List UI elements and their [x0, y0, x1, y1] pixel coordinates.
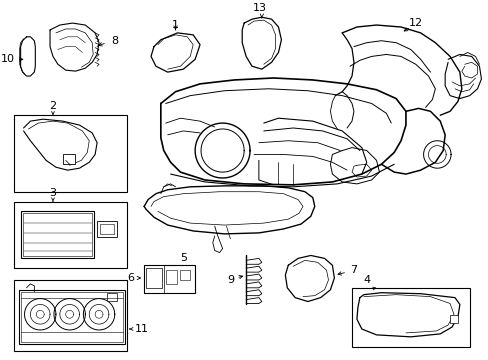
Text: 3: 3 — [49, 188, 56, 198]
Bar — [19, 290, 124, 344]
Bar — [62, 154, 74, 164]
Text: 8: 8 — [111, 36, 118, 46]
Bar — [165, 270, 177, 284]
Text: 13: 13 — [252, 3, 266, 13]
Bar — [180, 270, 190, 280]
Bar — [100, 224, 114, 234]
Bar — [20, 211, 94, 258]
Bar — [146, 268, 162, 288]
Bar — [107, 293, 117, 301]
Bar — [14, 202, 126, 268]
Text: 10: 10 — [1, 54, 15, 64]
Bar — [20, 292, 122, 342]
Text: 12: 12 — [408, 18, 422, 28]
Text: 5: 5 — [180, 253, 186, 264]
Bar — [449, 315, 457, 323]
Bar — [14, 115, 126, 192]
Bar — [351, 288, 468, 347]
Text: 4: 4 — [363, 275, 369, 285]
Bar — [14, 280, 126, 351]
Text: 7: 7 — [349, 265, 356, 275]
Bar — [97, 221, 117, 237]
Text: 6: 6 — [127, 273, 134, 283]
Text: 2: 2 — [49, 101, 57, 111]
Text: 11: 11 — [134, 324, 148, 334]
Bar — [22, 213, 92, 256]
Bar — [144, 265, 195, 293]
Text: 1: 1 — [172, 20, 179, 30]
Text: 9: 9 — [227, 275, 234, 285]
